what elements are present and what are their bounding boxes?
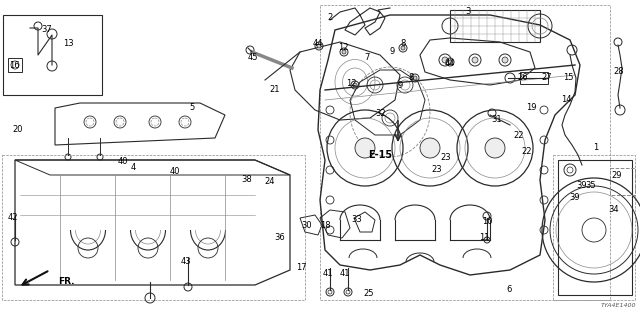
Text: 22: 22 (522, 148, 532, 156)
Text: 24: 24 (265, 177, 275, 186)
Text: 8: 8 (400, 38, 406, 47)
Text: 3: 3 (465, 7, 470, 17)
Text: 40: 40 (170, 166, 180, 175)
Text: 34: 34 (609, 205, 620, 214)
Text: FR.: FR. (58, 277, 74, 286)
Text: 18: 18 (320, 220, 330, 229)
Text: 26: 26 (518, 74, 528, 83)
Text: 20: 20 (13, 125, 23, 134)
Bar (450, 10, 540, 42)
Text: 9: 9 (389, 46, 395, 55)
Text: 21: 21 (269, 85, 280, 94)
Text: 12: 12 (338, 43, 348, 52)
Circle shape (342, 50, 346, 54)
Bar (3, 15, 102, 95)
Text: 15: 15 (563, 74, 573, 83)
Text: 39: 39 (570, 194, 580, 203)
Circle shape (413, 76, 417, 80)
Bar (2, 155, 305, 300)
Text: 1: 1 (593, 143, 598, 153)
Text: 30: 30 (301, 220, 312, 229)
Text: 42: 42 (8, 213, 19, 222)
Circle shape (502, 57, 508, 63)
Text: 41: 41 (323, 269, 333, 278)
Text: 39: 39 (577, 180, 588, 189)
Text: E-15: E-15 (368, 150, 392, 160)
Text: 19: 19 (525, 103, 536, 113)
Text: 36: 36 (275, 234, 285, 243)
Text: 2: 2 (328, 13, 333, 22)
Circle shape (420, 138, 440, 158)
Text: 25: 25 (364, 289, 374, 298)
Bar (553, 155, 635, 300)
Text: 40: 40 (118, 156, 128, 165)
Text: 9: 9 (397, 81, 403, 90)
Bar (558, 160, 632, 295)
Text: 38: 38 (242, 175, 252, 185)
Text: 32: 32 (376, 109, 387, 118)
Bar (520, 72, 548, 84)
Text: 37: 37 (42, 25, 52, 34)
Text: 44: 44 (313, 38, 323, 47)
Text: 33: 33 (351, 215, 362, 225)
Text: 23: 23 (441, 153, 451, 162)
Text: 29: 29 (612, 171, 622, 180)
Text: 6: 6 (506, 285, 512, 294)
Text: 11: 11 (479, 233, 489, 242)
Circle shape (317, 44, 321, 48)
Text: 16: 16 (9, 60, 19, 69)
Text: TYA4E1400: TYA4E1400 (600, 303, 636, 308)
Circle shape (485, 138, 505, 158)
Text: 28: 28 (614, 68, 624, 76)
Text: 31: 31 (492, 116, 502, 124)
Text: 23: 23 (432, 165, 442, 174)
Circle shape (401, 46, 405, 50)
Bar (610, 168, 635, 195)
Text: 27: 27 (541, 74, 552, 83)
Text: 12: 12 (346, 78, 356, 87)
Circle shape (472, 57, 478, 63)
Text: 44: 44 (445, 59, 455, 68)
Text: 5: 5 (189, 103, 195, 113)
Text: 8: 8 (408, 73, 413, 82)
Text: 17: 17 (296, 263, 307, 273)
Text: 45: 45 (248, 52, 259, 61)
Text: 4: 4 (131, 163, 136, 172)
Bar (8, 58, 22, 72)
Circle shape (355, 138, 375, 158)
Bar (320, 5, 610, 300)
Text: 14: 14 (561, 95, 572, 105)
Text: 22: 22 (514, 132, 524, 140)
Circle shape (353, 83, 357, 87)
Text: 7: 7 (364, 52, 370, 61)
Text: 41: 41 (340, 269, 350, 278)
Text: 13: 13 (63, 38, 74, 47)
Text: 10: 10 (482, 218, 492, 227)
Circle shape (448, 60, 452, 64)
Circle shape (442, 57, 448, 63)
Text: 43: 43 (180, 258, 191, 267)
Text: 35: 35 (586, 180, 596, 189)
